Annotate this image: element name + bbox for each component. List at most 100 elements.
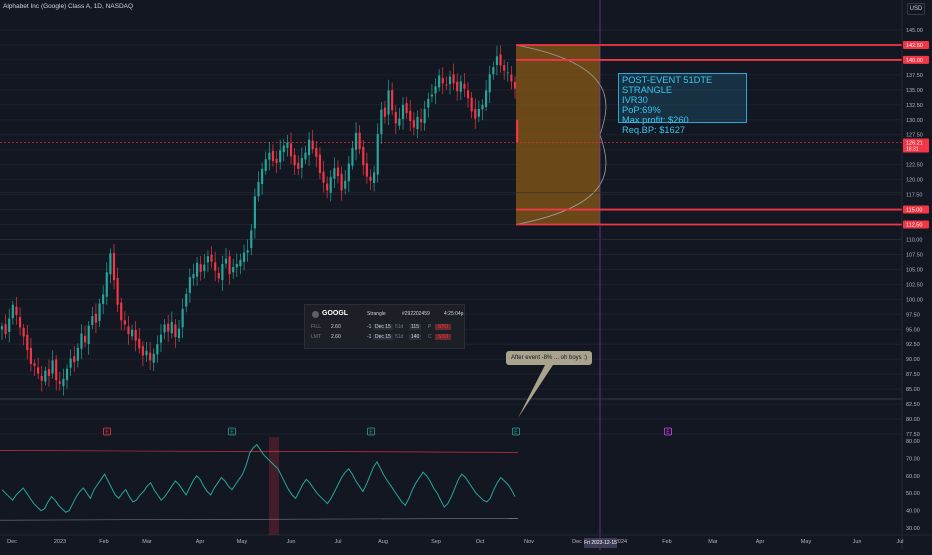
candle-body [181, 308, 184, 328]
price-marker-label: 142.50 [906, 43, 923, 49]
order-side: C [428, 334, 432, 340]
candle-body [333, 168, 336, 179]
order-days: 51d [395, 334, 404, 340]
time-tick-label: May [800, 539, 812, 545]
price-tick-label: 100.00 [906, 297, 923, 303]
candle-body [297, 162, 300, 169]
candle-body [76, 347, 79, 361]
candle-body [8, 318, 11, 332]
order-panel[interactable]: GOOGL Strangle #292202459 4:25:04p FILL … [304, 304, 465, 349]
price-tick-label: 90.00 [906, 357, 920, 363]
candle-body [336, 167, 340, 177]
candle-body [188, 277, 191, 293]
price-tick-label: 87.50 [906, 372, 920, 378]
candle-body [4, 324, 7, 335]
earnings-event-icon [664, 427, 672, 436]
highlight-region [269, 437, 279, 535]
price-marker-label: 115.00 [906, 208, 922, 214]
candle-body [513, 81, 517, 89]
time-tick-label: Sep [431, 539, 441, 545]
candle-body [109, 253, 112, 275]
candle-body [405, 103, 408, 114]
candle-body [206, 256, 210, 263]
candle-body [271, 150, 275, 162]
order-type: LMT [311, 334, 321, 340]
price-marker-sublabel: 18:31 [906, 146, 919, 152]
order-action-button[interactable]: STO [435, 334, 452, 340]
candle-body [130, 329, 134, 337]
strategy-line: Max profit: $260 [622, 115, 689, 125]
price-tick-label: 102.50 [906, 282, 923, 288]
oscillator-tick-label: 50.00 [906, 491, 920, 497]
price-marker-label: 126.21 [906, 140, 923, 146]
candle-body [275, 158, 278, 163]
candle-body [470, 97, 473, 112]
annotation-callout[interactable]: After event -8% ... oh boys :) [506, 351, 592, 365]
candle-body [69, 358, 72, 368]
strategy-line: Req.BP: $1627 [622, 125, 686, 135]
candle-body [466, 90, 470, 99]
earnings-event-label: E [514, 430, 518, 436]
time-tick-label: Apr [195, 539, 205, 545]
candle-body [488, 74, 491, 93]
candle-body [174, 324, 177, 338]
crosshair-date-badge: Fri 2023-12-15 [584, 538, 617, 548]
candle-body [261, 168, 264, 184]
price-marker-badge [903, 205, 929, 214]
candle-body [459, 81, 462, 92]
candle-body [91, 316, 94, 325]
time-tick-label: Oct [475, 539, 485, 545]
candle-body [58, 381, 61, 384]
candle-body [0, 326, 4, 330]
candle-body [29, 347, 32, 364]
candle-body [11, 304, 14, 319]
candle-body [503, 65, 506, 71]
earnings-event-label: E [105, 430, 109, 436]
candle-body [51, 360, 54, 374]
candle-body [80, 333, 83, 349]
candle-body [62, 378, 65, 387]
candle-body [123, 320, 126, 325]
candle-body [456, 81, 459, 92]
candle-body [326, 183, 329, 191]
candle-body [112, 252, 116, 281]
price-tick-label: 132.50 [906, 103, 923, 109]
candle-body [156, 344, 159, 355]
price-marker-label: 140.00 [906, 58, 923, 64]
candle-body [463, 83, 466, 89]
candle-body [22, 327, 25, 337]
candle-body [73, 356, 76, 363]
candle-body [134, 330, 137, 341]
earnings-event-icon [512, 427, 520, 436]
candle-body [138, 338, 141, 349]
oscillator-tick-label: 30.00 [906, 526, 920, 532]
candle-body [391, 90, 394, 111]
price-tick-label: 110.00 [906, 237, 922, 243]
price-tick-label: 95.00 [906, 327, 920, 333]
candle-body [293, 154, 296, 166]
order-expiry: Dec 15 [373, 324, 393, 330]
candle-body [304, 152, 307, 160]
currency-button[interactable]: USD [907, 3, 925, 15]
candle-body [376, 134, 379, 175]
time-tick-label: Jul [896, 539, 904, 545]
candle-body [33, 363, 36, 366]
candle-body [495, 56, 499, 66]
candle-body [394, 112, 397, 124]
candle-body [221, 264, 224, 281]
candle-body [177, 328, 181, 339]
time-tick-label: Feb [662, 539, 672, 545]
candle-body [87, 325, 90, 345]
candle-body [506, 72, 509, 74]
earnings-event-icon [103, 427, 111, 436]
candle-body [159, 334, 163, 343]
candle-body [145, 350, 148, 356]
candle-body [448, 76, 452, 85]
price-tick-label: 85.00 [906, 387, 920, 393]
candle-body [235, 264, 238, 268]
order-action-button[interactable]: STO [435, 324, 452, 330]
candle-body [354, 132, 358, 150]
earnings-event-label: E [666, 430, 670, 436]
